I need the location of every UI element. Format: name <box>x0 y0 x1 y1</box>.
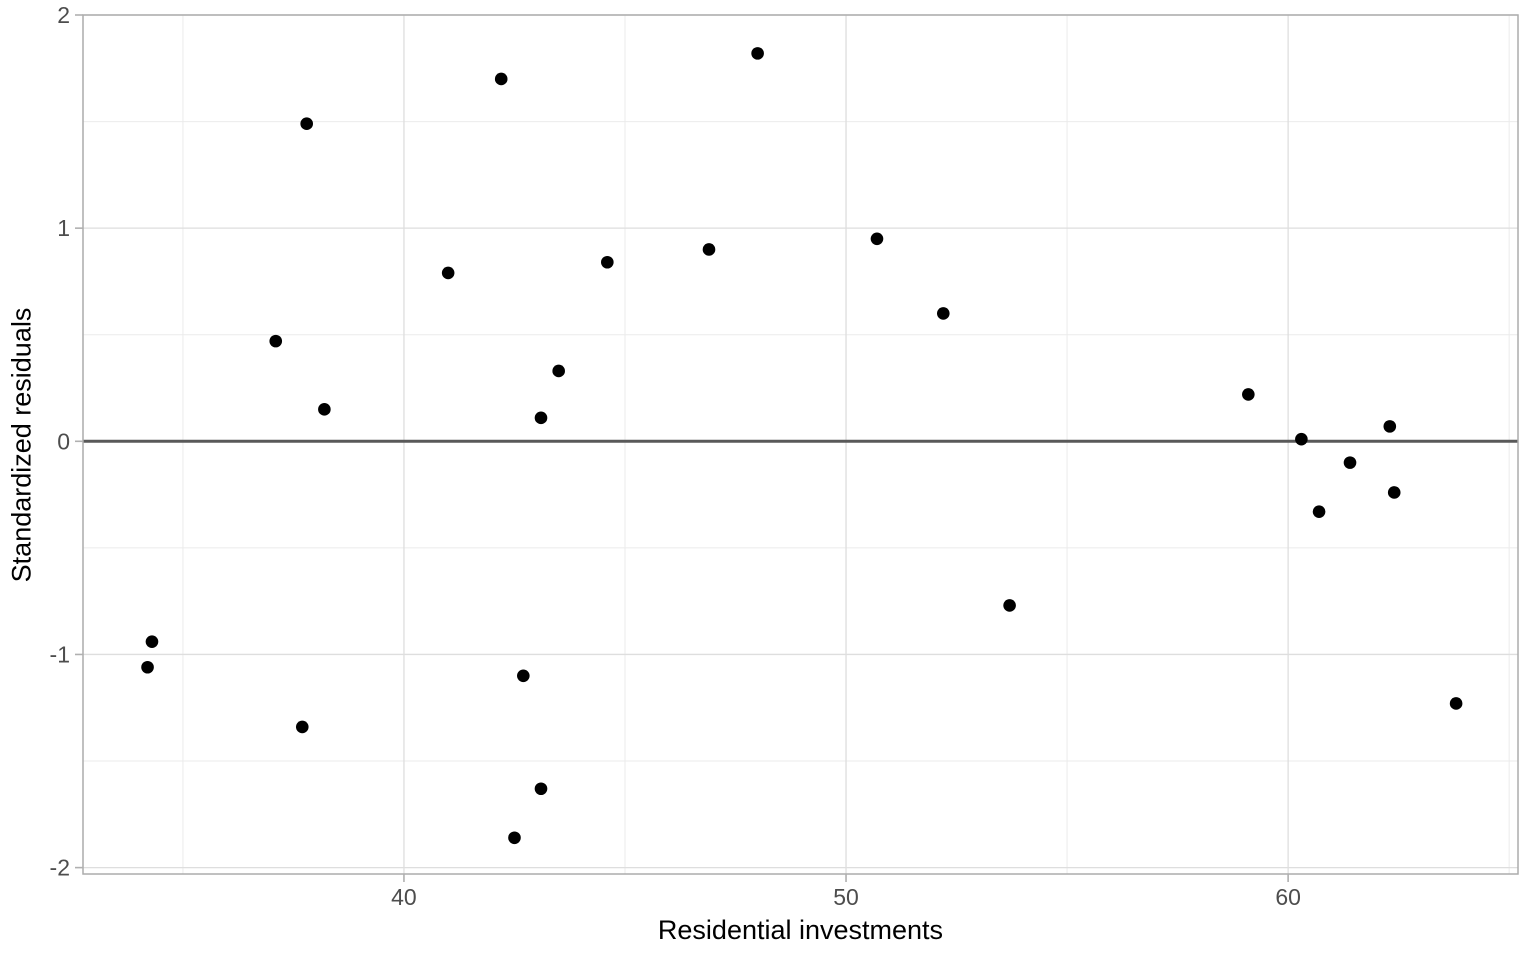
data-point <box>751 47 764 60</box>
data-point <box>1242 388 1255 401</box>
data-point <box>517 669 530 683</box>
data-point <box>300 117 313 131</box>
x-axis-title: Residential investments <box>657 915 944 945</box>
data-point <box>601 255 614 269</box>
data-point <box>494 72 508 86</box>
panel-border <box>82 14 1519 875</box>
data-point <box>318 403 331 416</box>
data-point <box>1312 505 1326 518</box>
x-axis-tick-label: 60 <box>1275 884 1301 910</box>
y-axis-tick-label: -2 <box>50 855 70 881</box>
y-axis-title: Standardized residuals <box>6 307 37 583</box>
data-point <box>1295 432 1308 446</box>
y-axis-tick-label: -1 <box>50 641 70 667</box>
x-axis-tick-label: 50 <box>833 884 859 910</box>
data-point <box>1003 599 1016 612</box>
data-point <box>702 243 716 256</box>
y-axis-tick-label: 2 <box>57 2 70 28</box>
data-points <box>141 47 1463 845</box>
x-axis-tick-labels: 40 50 60 <box>391 884 1301 910</box>
data-point <box>534 411 548 425</box>
data-point <box>534 782 548 796</box>
data-point <box>1449 697 1463 710</box>
data-point <box>508 831 521 845</box>
data-point <box>552 364 565 378</box>
grid-minor <box>83 15 1518 874</box>
data-point <box>145 635 159 648</box>
axis-ticks <box>75 14 1289 882</box>
data-point <box>269 334 283 348</box>
y-axis-tick-label: 1 <box>57 215 70 241</box>
data-point <box>936 307 950 320</box>
data-point <box>1343 456 1357 469</box>
x-axis-tick-label: 40 <box>391 884 417 910</box>
data-point <box>141 660 154 674</box>
y-axis-tick-label: 0 <box>57 428 70 454</box>
y-axis-tick-labels: 2 1 0 -1 -2 <box>50 2 70 881</box>
data-point <box>1383 420 1397 433</box>
data-point <box>441 266 455 280</box>
data-point <box>870 232 884 246</box>
data-point <box>1387 486 1401 499</box>
plot-panel <box>83 15 1518 874</box>
data-point <box>295 720 309 734</box>
